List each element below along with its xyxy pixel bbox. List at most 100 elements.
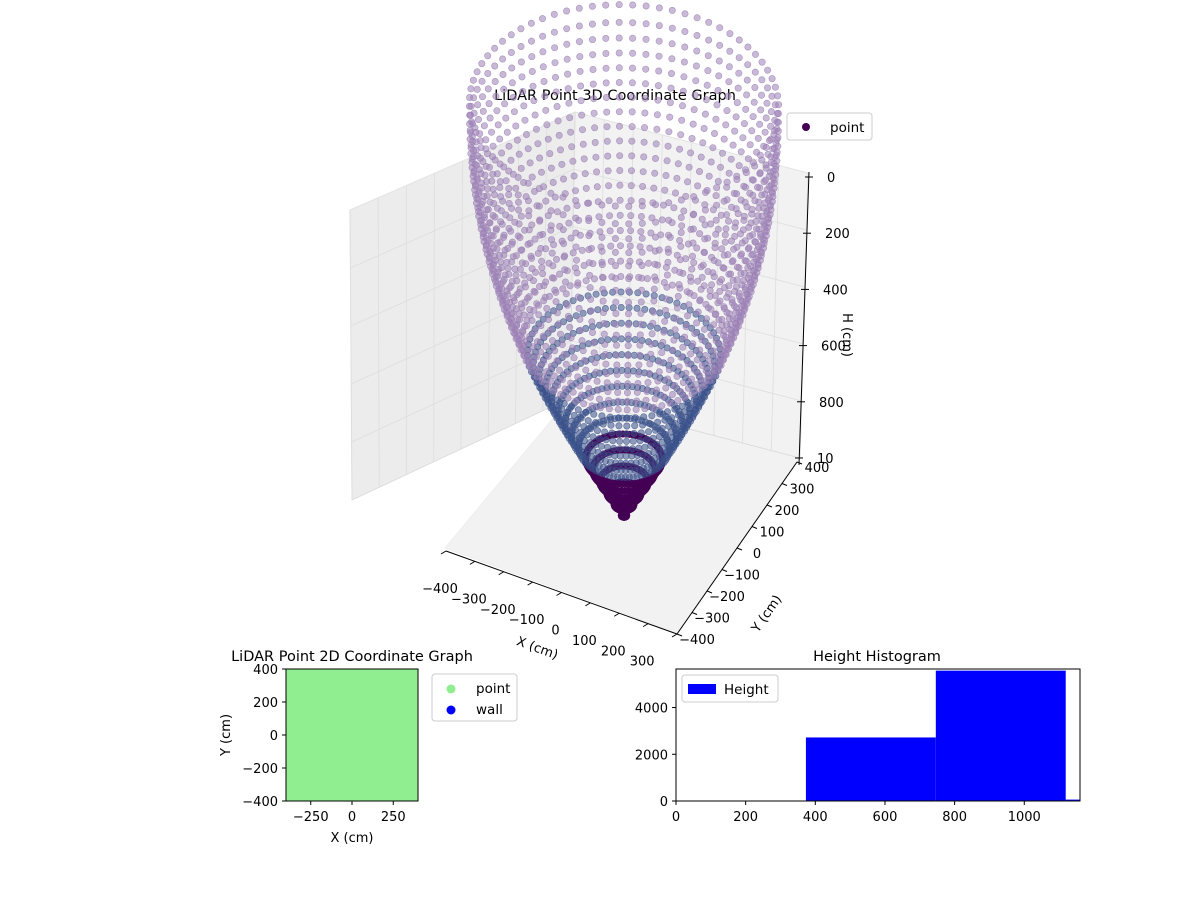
data-point xyxy=(624,380,632,388)
data-point xyxy=(650,285,658,293)
data-point xyxy=(496,178,504,186)
data-point xyxy=(672,315,680,323)
data-point xyxy=(713,101,721,109)
data-point xyxy=(498,264,506,272)
data-point xyxy=(556,330,564,338)
x-tick-label: −400 xyxy=(422,582,458,597)
data-point xyxy=(655,37,663,45)
data-point xyxy=(578,337,586,345)
data-point xyxy=(565,99,573,107)
data-point xyxy=(663,283,671,291)
data-point xyxy=(709,144,717,152)
data-point xyxy=(722,121,730,129)
y-tick-label: 0 xyxy=(270,729,278,744)
data-point xyxy=(566,114,574,122)
data-point xyxy=(492,226,500,234)
lidar-2d-chart: LiDAR Point 2D Coordinate Graph −250 0 250… xyxy=(219,649,518,846)
data-point xyxy=(553,357,561,365)
data-point xyxy=(616,152,624,160)
data-point xyxy=(758,217,766,225)
data-point xyxy=(653,111,661,119)
data-point xyxy=(710,130,718,138)
data-point xyxy=(582,184,590,192)
data-point xyxy=(662,295,670,303)
data-point xyxy=(466,94,474,102)
data-point xyxy=(625,262,633,270)
data-point xyxy=(651,273,659,281)
data-point xyxy=(576,53,584,61)
data-point xyxy=(751,238,759,246)
data-point xyxy=(691,329,699,337)
data-point xyxy=(671,405,679,413)
data-point xyxy=(629,34,637,42)
data-point xyxy=(520,102,528,110)
data-point xyxy=(688,135,696,143)
data-point xyxy=(497,207,505,215)
data-point xyxy=(716,342,724,350)
data-point xyxy=(674,160,682,168)
data-point xyxy=(693,356,701,364)
data-point xyxy=(749,250,757,258)
data-point xyxy=(603,123,611,131)
data-point xyxy=(641,94,649,102)
data-point xyxy=(670,204,678,212)
data-point xyxy=(668,24,676,32)
data-point xyxy=(756,169,764,177)
data-point xyxy=(751,68,759,76)
data-point xyxy=(762,161,770,169)
data-point xyxy=(522,337,530,345)
data-point xyxy=(762,114,770,122)
z-axis: 0 200 400 600 800 10 H (cm) xyxy=(795,171,854,467)
data-point xyxy=(593,168,601,176)
data-point xyxy=(582,277,590,285)
data-point xyxy=(637,458,645,466)
data-point xyxy=(538,257,546,265)
data-point xyxy=(597,404,605,412)
data-point xyxy=(549,262,557,270)
data-point xyxy=(571,187,579,195)
data-point xyxy=(692,77,700,85)
data-point xyxy=(628,64,636,72)
data-point xyxy=(538,264,546,272)
data-point xyxy=(546,377,554,385)
data-point xyxy=(700,125,708,133)
data-point xyxy=(655,368,663,376)
data-point xyxy=(651,155,659,163)
data-point xyxy=(643,436,651,444)
data-point xyxy=(735,69,743,77)
data-point xyxy=(527,37,535,45)
data-point xyxy=(603,108,611,116)
data-point xyxy=(625,298,633,306)
data-point xyxy=(725,169,733,177)
data-point xyxy=(469,76,477,84)
data-point xyxy=(555,320,563,328)
data-point xyxy=(702,96,710,104)
data-point xyxy=(588,20,596,28)
data-point xyxy=(567,334,575,342)
data-point xyxy=(756,230,764,238)
data-point xyxy=(591,441,599,449)
data-point xyxy=(577,97,585,105)
data-point xyxy=(585,259,593,267)
data-point xyxy=(767,122,775,130)
data-point xyxy=(485,100,493,108)
data-point xyxy=(698,273,706,281)
data-point xyxy=(649,308,657,316)
data-point xyxy=(729,315,737,323)
data-point xyxy=(491,78,499,86)
data-point xyxy=(750,98,758,106)
data-point xyxy=(704,52,712,60)
data-point xyxy=(603,137,611,145)
data-point xyxy=(484,70,492,78)
histogram-axes-frame xyxy=(675,668,1081,802)
data-point xyxy=(738,281,746,289)
data-point xyxy=(510,294,518,302)
data-point xyxy=(536,217,544,225)
lidar-2d-title: LiDAR Point 2D Coordinate Graph xyxy=(231,649,473,665)
data-point xyxy=(469,153,477,161)
data-point xyxy=(533,300,541,308)
data-point xyxy=(732,205,740,213)
data-point xyxy=(634,370,642,378)
data-point xyxy=(749,191,757,199)
data-point xyxy=(673,304,681,312)
